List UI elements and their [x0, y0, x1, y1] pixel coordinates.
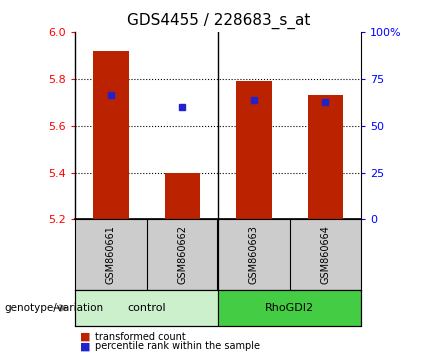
Text: GSM860664: GSM860664 [320, 225, 331, 284]
Text: percentile rank within the sample: percentile rank within the sample [95, 341, 260, 351]
Bar [165, 173, 200, 219]
Text: GSM860662: GSM860662 [178, 225, 187, 284]
Bar [236, 81, 272, 219]
Bar [93, 51, 129, 219]
Title: GDS4455 / 228683_s_at: GDS4455 / 228683_s_at [126, 13, 310, 29]
Bar [75, 290, 218, 326]
Bar [218, 290, 361, 326]
Bar [307, 95, 343, 219]
Text: ■: ■ [80, 341, 90, 351]
Text: GSM860663: GSM860663 [249, 225, 259, 284]
Text: ■: ■ [80, 332, 90, 342]
Text: transformed count: transformed count [95, 332, 185, 342]
Text: GSM860661: GSM860661 [106, 225, 116, 284]
Text: control: control [127, 303, 166, 313]
Text: genotype/variation: genotype/variation [4, 303, 104, 313]
Text: RhoGDI2: RhoGDI2 [265, 303, 314, 313]
